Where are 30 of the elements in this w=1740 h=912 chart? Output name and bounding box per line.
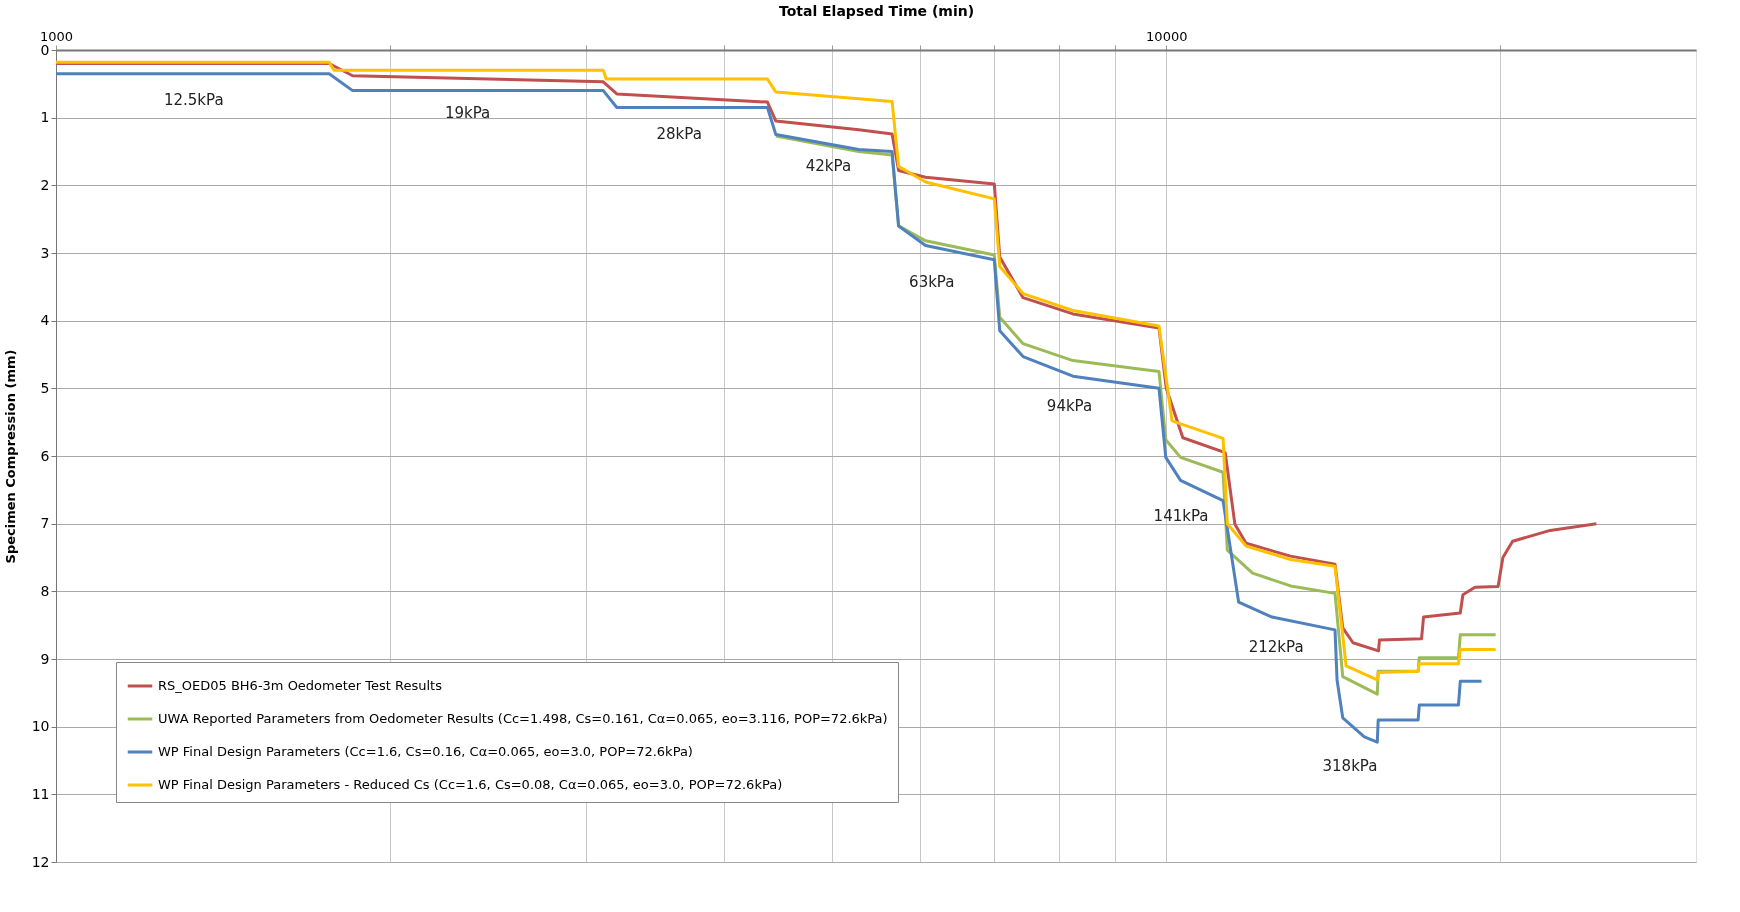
legend-label: WP Final Design Parameters - Reduced Cs (Cc=1.6, Cs=0.08, Cα=0.065, eo=3.0, POP=72.6kPa) xyxy=(158,777,783,792)
y-axis-title: Specimen Compression (mm) xyxy=(2,349,18,564)
y-tick-label: 4 xyxy=(40,312,50,329)
annotation: 19kPa xyxy=(444,103,491,122)
annotation: 63kPa xyxy=(909,273,955,292)
annotation: 318kPa xyxy=(1322,757,1378,776)
y-tick-label: 12 xyxy=(31,853,50,870)
annotation: 212kPa xyxy=(1248,637,1304,656)
y-tick-label: 5 xyxy=(40,379,50,396)
y-tick-label: 11 xyxy=(31,785,50,802)
legend-label: RS_OED05 BH6-3m Oedometer Test Results xyxy=(158,678,443,693)
annotation: 12.5kPa xyxy=(163,91,224,110)
annotation: 42kPa xyxy=(805,157,852,176)
x-tick-label: 1000 xyxy=(39,28,74,44)
legend-label: WP Final Design Parameters (Cc=1.6, Cs=0.16, Cα=0.065, eo=3.0, POP=72.6kPa) xyxy=(158,744,693,759)
x-axis-title: Total Elapsed Time (min) xyxy=(778,2,975,19)
annotation: 94kPa xyxy=(1046,396,1093,415)
y-tick-label: 9 xyxy=(40,650,50,667)
y-tick-label: 6 xyxy=(40,447,50,464)
x-tick-label: 10000 xyxy=(1146,28,1188,44)
annotation: 28kPa xyxy=(656,124,702,143)
annotation: 141kPa xyxy=(1153,507,1209,526)
y-tick-label: 7 xyxy=(40,515,50,532)
y-tick-label: 8 xyxy=(40,582,50,599)
y-tick-label: 0 xyxy=(40,41,50,58)
y-tick-label: 10 xyxy=(31,718,50,735)
y-tick-label: 1 xyxy=(40,109,50,126)
y-tick-label: 3 xyxy=(40,244,50,261)
legend-label: UWA Reported Parameters from Oedometer Results (Cc=1.498, Cs=0.161, Cα=0.065, eo=3.116, POP=72.6kPa) xyxy=(158,711,888,726)
y-tick-label: 2 xyxy=(40,176,50,193)
